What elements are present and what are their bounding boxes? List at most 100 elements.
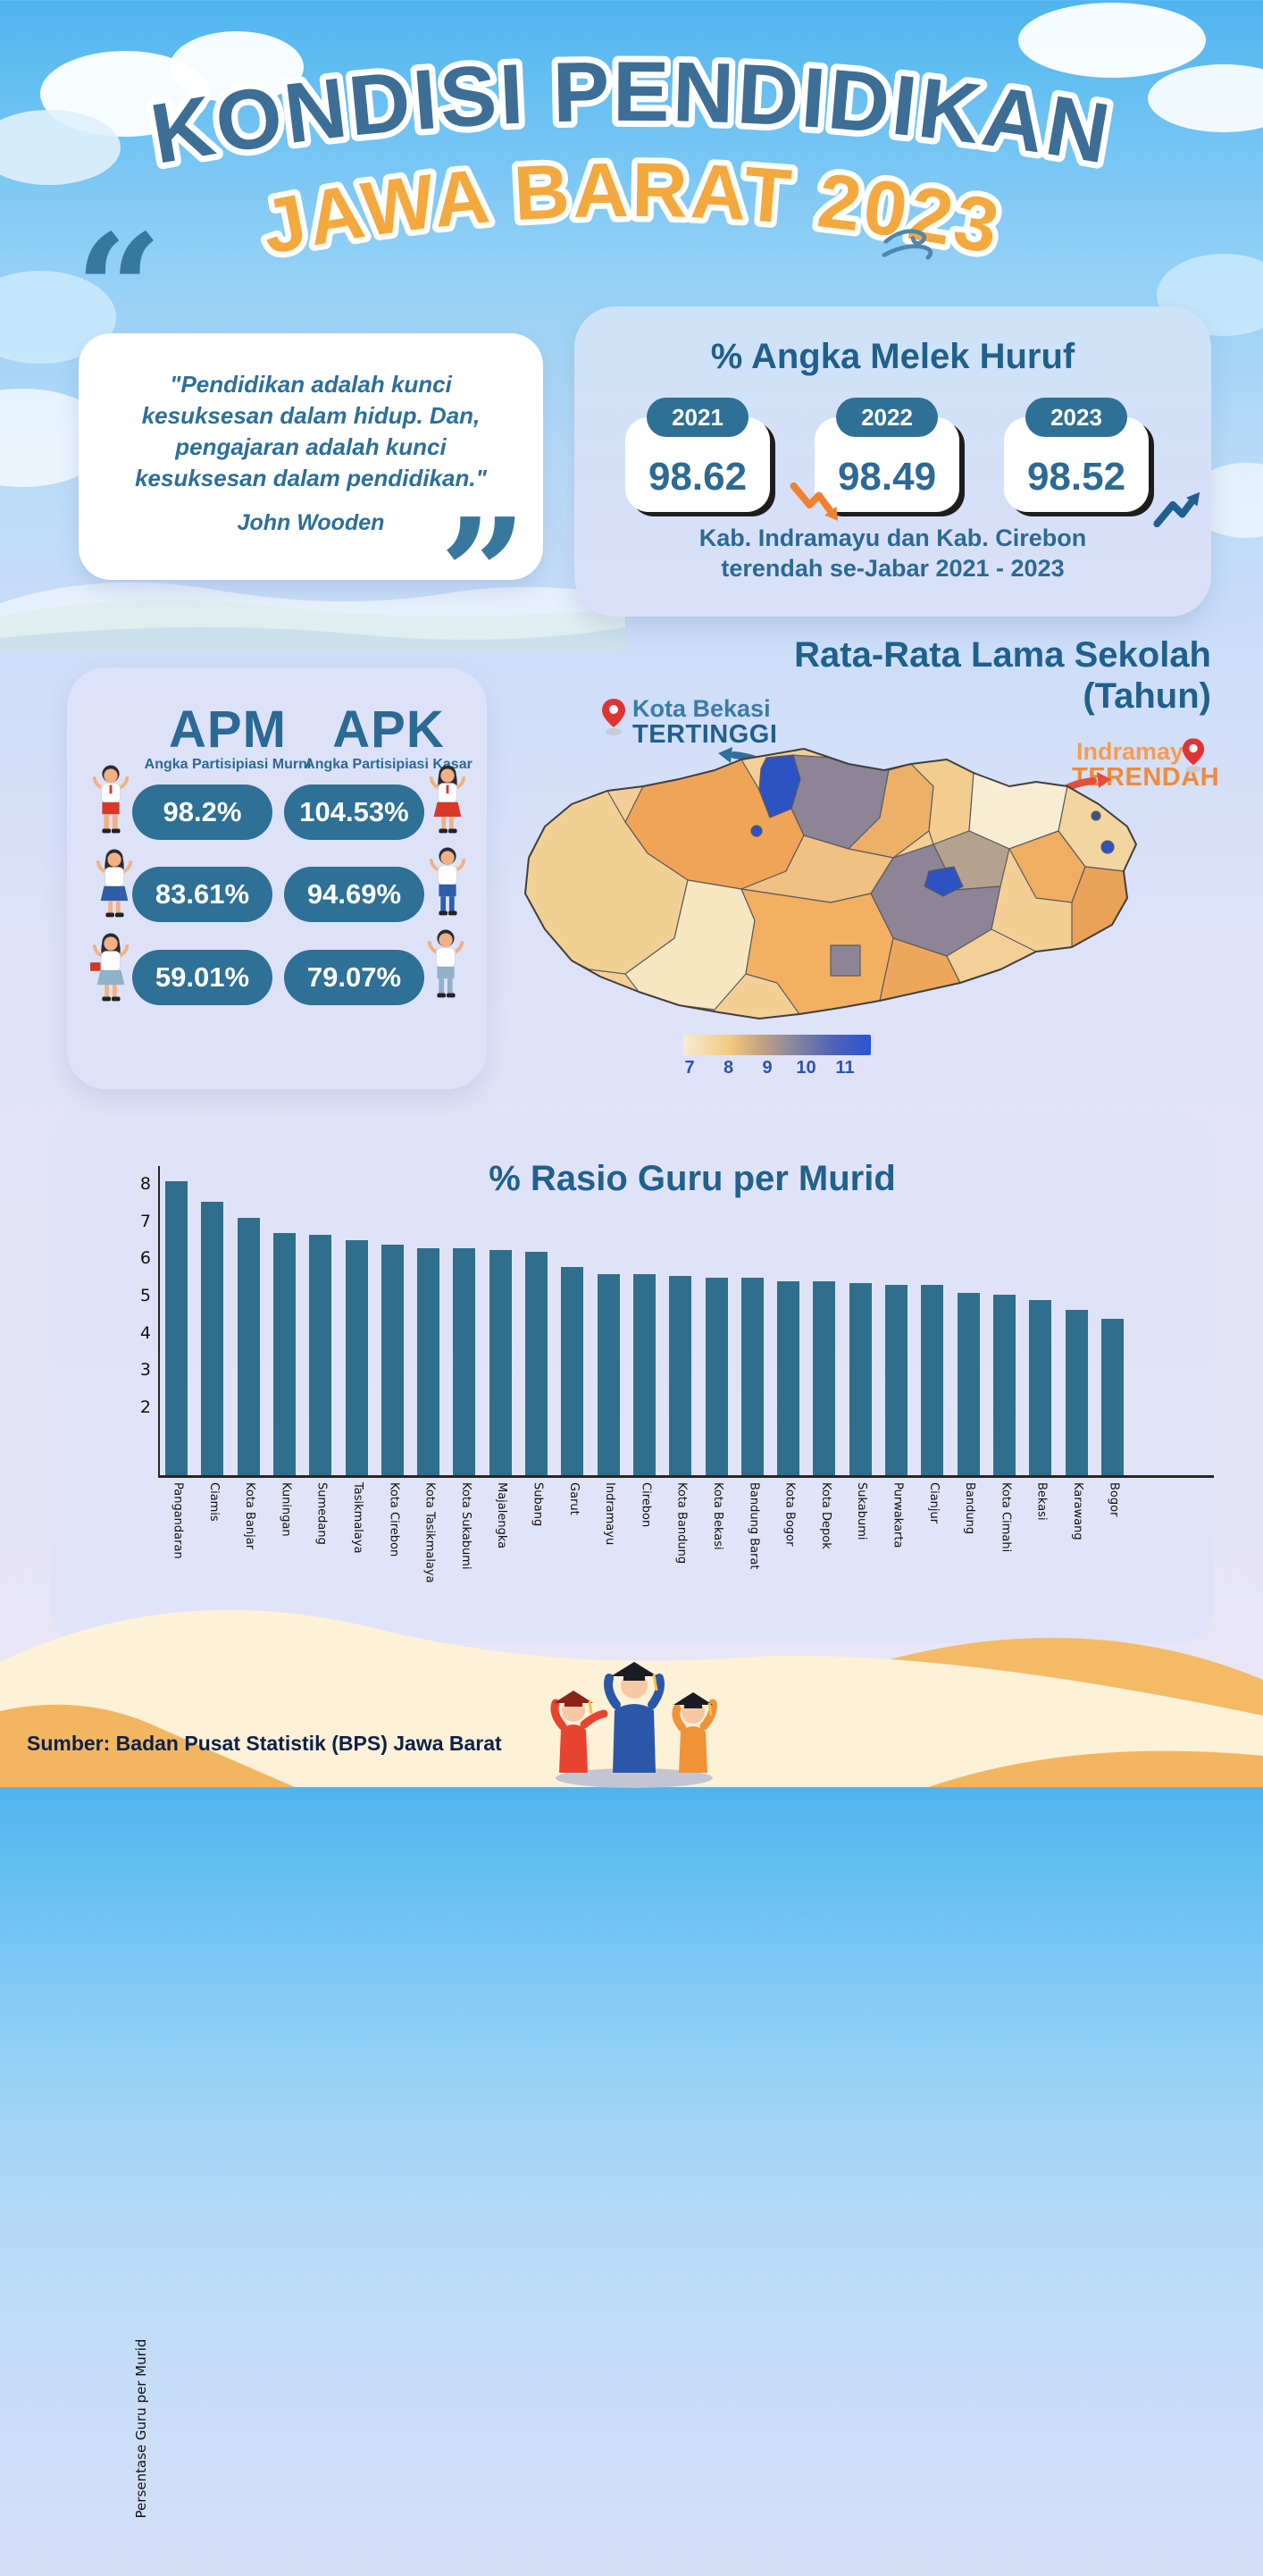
literacy-title: % Angka Melek Huruf [710,337,1075,376]
quote-line: kesuksesan dalam hidup. Dan, [141,402,481,429]
x-tick-label: Kota Tasikmalaya [422,1482,437,1583]
map-legend-ticks: 7 8 9 10 11 [683,1058,871,1081]
bar-bekasi [1029,1300,1052,1475]
apk-value-sma: 79.07% [284,950,424,1005]
map-region-kota-bekasi [758,754,801,818]
x-tick-label: Kota Sukabumi [458,1482,473,1570]
bar-bandung-barat [740,1278,764,1475]
apk-value-sd: 104.53% [284,785,424,840]
student-sma-girl [89,929,132,1003]
teacher-ratio-chart-card: % Rasio Guru per Murid Pangandaran Ciamis… [49,1114,1215,2518]
highest-region-name: Kota Bekasi [632,695,771,722]
bar-pangandaran [165,1180,188,1475]
x-tick-label: Indramayu [603,1482,617,1546]
literacy-caption-line1: Kab. Indramayu dan Kab. Cirebon [698,524,1087,551]
y-tick-label: 2 [139,1397,151,1417]
legend-tick-label: 7 [684,1058,695,1078]
chart-title: % Rasio Guru per Murid [489,1159,896,1198]
bar-kota-cirebon [381,1244,404,1475]
literacy-card-2021: 2021 98.62 [625,398,770,512]
student-sd-boy-icon [92,765,130,834]
quote-line: pengajaran adalah kunci [175,433,447,460]
bar-subang [525,1251,548,1475]
graduate-blue [604,1662,665,1773]
legend-tick-label: 8 [723,1058,734,1078]
student-sma-girl-icon [89,933,130,1002]
y-tick-label: 3 [139,1360,151,1380]
quote-line: "Pendidikan adalah kunci [170,371,452,398]
x-tick-label: Ciamis [206,1482,221,1522]
bar-kota-tasikmalaya [417,1247,440,1475]
bar-kuningan [272,1233,296,1475]
bar-sumedang [309,1235,332,1475]
apk-subtitle: Angka Partisipiasi Kasar [305,757,473,772]
map-region-kota-bandung [924,866,964,897]
source-credit: Sumber: Badan Pusat Statistik (BPS) Jawa… [27,1732,502,1755]
west-java-map [524,748,1137,1019]
apm-subtitle: Angka Partisipiasi Murni [144,757,312,772]
page-title: KONDISI PENDIDIKAN JAWA BARAT 2023 [138,38,1122,277]
x-tick-label: Garut [566,1482,581,1515]
student-sma-boy [424,926,467,999]
location-pin-icon [602,699,625,735]
apk-value-smp: 94.69% [284,867,424,922]
bar-indramayu [597,1273,620,1475]
graduate-orange [672,1692,717,1773]
student-sd-girl-icon [429,765,466,834]
student-sd-girl [426,761,469,835]
bar-kota-cimahi [992,1294,1016,1475]
y-tick-label: 4 [139,1322,151,1343]
y-tick-label: 6 [139,1248,151,1269]
highest-region-label: TERTINGGI [632,720,778,749]
student-sd-boy [89,761,132,835]
year-badge: 2022 [836,398,938,437]
bar-cianjur [921,1285,944,1475]
bar-kota-depok [813,1281,836,1475]
literacy-card-2023: 2023 98.52 [1004,398,1149,512]
graduates-illustration [550,1662,717,1788]
literacy-value: 98.52 [1026,455,1126,499]
x-tick-label: Pangandaran [171,1482,185,1559]
location-pin-icon [1182,738,1205,773]
x-tick-label: Kota Depok [818,1482,832,1549]
student-smp-boy [426,843,469,917]
x-tick-label: Kuningan [279,1482,293,1537]
wind-icon [882,229,933,260]
apk-title: APK [332,701,445,759]
bar-kota-bekasi [705,1278,728,1475]
apm-value-sma: 59.01% [132,950,272,1005]
x-tick-label: Kota Bogor [782,1482,797,1547]
quote-card: "Pendidikan adalah kunci kesuksesan dala… [79,333,543,580]
student-sma-boy-icon [427,929,464,998]
literacy-card: % Angka Melek Huruf 2021 98.62 2022 98.4… [574,306,1211,617]
x-tick-label: Cianjur [926,1482,941,1524]
x-tick-label: Kota Cirebon [387,1482,401,1557]
x-tick-label: Purwakarta [891,1482,905,1548]
x-tick-label: Sumedang [314,1482,329,1545]
bar-ciamis [201,1201,224,1475]
x-tick-label: Tasikmalaya [351,1482,364,1554]
zigzag-arrow-up-icon [1153,491,1200,528]
bar-purwakarta [885,1285,908,1475]
year-badge: 2023 [1025,398,1127,437]
literacy-value: 98.62 [648,455,748,499]
student-smp-boy-icon [429,847,466,916]
lowest-region-name: Indramayu [1076,738,1199,765]
dunes-decoration [0,1609,1263,1787]
quote-author: John Wooden [237,510,385,535]
student-smp-girl-icon [96,849,133,918]
bar-majalengka [489,1249,512,1475]
student-smp-girl [93,845,136,919]
x-tick-label: Kota Banjar [243,1482,257,1550]
apm-value-smp: 83.61% [132,867,272,922]
legend-tick-label: 11 [835,1058,855,1078]
legend-tick-label: 9 [762,1058,773,1078]
close-quote-icon: ” [439,485,527,664]
literacy-caption-line2: terendah se-Jabar 2021 - 2023 [721,555,1065,582]
apm-title: APM [169,701,287,759]
bar-bogor [1100,1318,1124,1475]
y-tick-label: 5 [139,1285,151,1305]
bar-cirebon [632,1273,656,1475]
x-tick-label: Subang [531,1482,545,1527]
x-tick-label: Kota Bekasi [711,1482,724,1550]
